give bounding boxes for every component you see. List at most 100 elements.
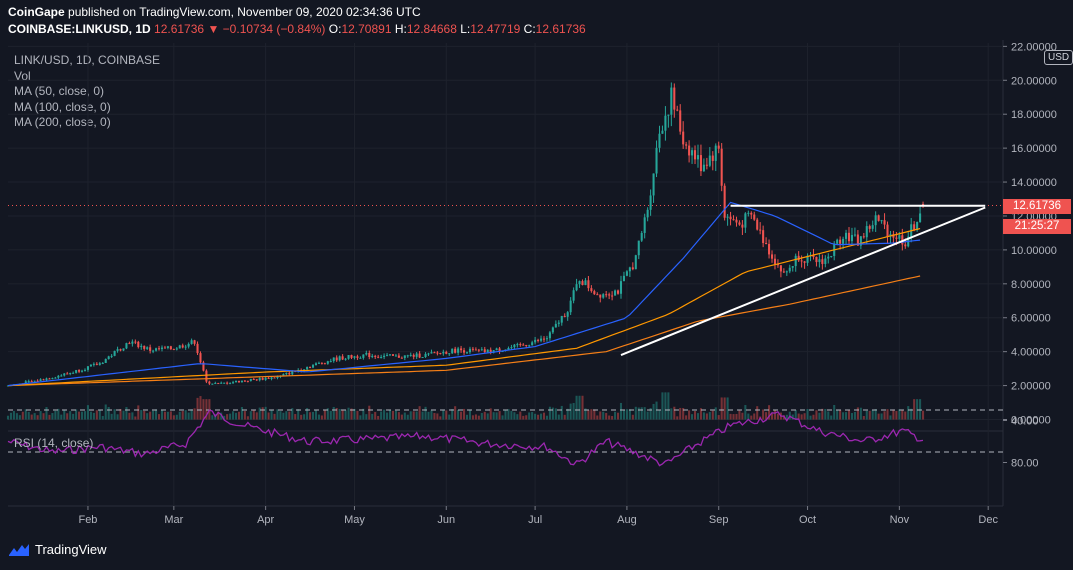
volume-bar	[353, 408, 356, 420]
volume-bar	[919, 399, 922, 420]
volume-bar	[587, 410, 590, 420]
volume-bar	[270, 410, 273, 420]
candle-body	[332, 357, 335, 362]
down-arrow-icon: ▼	[207, 22, 220, 36]
candle-body	[699, 155, 702, 172]
ma50-line	[7, 201, 921, 387]
legend-pair[interactable]: LINK/USD, 1D, COINBASE	[14, 53, 161, 67]
candle-body	[599, 294, 602, 298]
volume-bar	[605, 412, 608, 420]
x-tick-label: Sep	[709, 514, 729, 526]
volume-bar	[75, 409, 78, 420]
volume-bar	[548, 406, 551, 420]
volume-bar	[513, 412, 516, 420]
volume-bar	[347, 407, 350, 420]
volume-bar	[403, 412, 406, 420]
volume-bar	[696, 413, 700, 420]
candle-body	[901, 235, 904, 245]
volume-bar	[338, 408, 341, 420]
volume-bar	[572, 402, 575, 420]
candle-body	[362, 354, 365, 358]
candle-body	[101, 362, 104, 364]
volume-bar	[119, 409, 122, 420]
volume-bar	[655, 401, 658, 420]
volume-bar	[329, 410, 332, 420]
candle-body	[33, 380, 36, 382]
candle-body	[125, 343, 128, 349]
last-price: 12.61736	[154, 22, 205, 36]
candle-body	[75, 370, 78, 373]
symbol-ohlc-line: COINBASE:LINKUSD, 1D 12.61736 ▼ −0.10734…	[8, 22, 586, 36]
legend-ma200[interactable]: MA (200, close, 0)	[14, 115, 111, 129]
volume-bar	[522, 415, 525, 420]
candle-body	[913, 224, 916, 230]
candle-body	[353, 356, 356, 358]
volume-bar	[137, 405, 140, 420]
volume-bar	[391, 410, 395, 420]
footer-brand[interactable]: TradingView	[8, 542, 107, 557]
volume-bar	[895, 411, 898, 420]
candle-body	[922, 203, 925, 206]
candle-body	[646, 209, 649, 218]
volume-bar	[39, 411, 42, 420]
volume-bar	[303, 414, 306, 420]
volume-bar	[439, 416, 442, 420]
volume-bar	[738, 410, 741, 420]
volume-bar	[465, 414, 469, 420]
volume-bar	[569, 403, 572, 420]
candle-body	[664, 115, 667, 131]
volume-bar	[711, 410, 714, 420]
candle-body	[839, 239, 842, 244]
volume-bar	[720, 397, 723, 420]
candle-body	[412, 354, 415, 357]
candle-body	[282, 374, 285, 376]
candle-body	[223, 382, 226, 384]
volume-bar	[359, 415, 362, 420]
volume-bar	[454, 406, 457, 420]
y-tick-label: 20.00000	[1011, 75, 1057, 87]
volume-bar	[140, 410, 143, 420]
volume-bar	[492, 412, 495, 420]
candle-body	[649, 195, 652, 210]
legend-ma50[interactable]: MA (50, close, 0)	[14, 84, 105, 98]
legend-ma100[interactable]: MA (100, close, 0)	[14, 99, 111, 114]
volume-bar	[149, 411, 152, 420]
candle-body	[63, 373, 66, 376]
candle-body	[427, 353, 430, 355]
candle-body	[134, 341, 137, 343]
candle-body	[409, 354, 412, 356]
volume-bar	[510, 410, 513, 420]
volume-bar	[442, 409, 445, 420]
candle-body	[519, 344, 522, 346]
volume-bar	[394, 410, 397, 420]
candle-body	[667, 114, 670, 116]
currency-label[interactable]: USD	[1044, 50, 1073, 65]
candle-body	[850, 235, 854, 242]
volume-bar	[297, 409, 300, 420]
volume-bar	[69, 411, 72, 420]
volume-bar	[169, 411, 172, 420]
volume-bar	[430, 410, 433, 420]
candle-body	[711, 155, 714, 161]
candle-body	[578, 281, 581, 285]
candle-body	[140, 345, 143, 348]
rsi-label[interactable]: RSI (14, close)	[14, 436, 94, 450]
volume-bar	[498, 411, 501, 420]
candle-body	[806, 255, 809, 263]
candle-body	[83, 369, 87, 371]
volume-bar	[619, 402, 623, 420]
legend-vol[interactable]: Vol	[14, 68, 31, 83]
volume-bar	[557, 414, 560, 420]
ma100-line	[7, 228, 921, 387]
candle-body	[498, 348, 501, 352]
volume-bar	[57, 408, 60, 420]
volume-bar	[400, 414, 403, 420]
volume-bar	[818, 412, 821, 420]
volume-bar	[362, 408, 365, 420]
volume-bar	[36, 415, 39, 420]
candle-body	[584, 280, 587, 286]
candle-body	[904, 244, 907, 247]
volume-bar	[770, 413, 774, 420]
x-tick-label: Oct	[799, 514, 816, 526]
